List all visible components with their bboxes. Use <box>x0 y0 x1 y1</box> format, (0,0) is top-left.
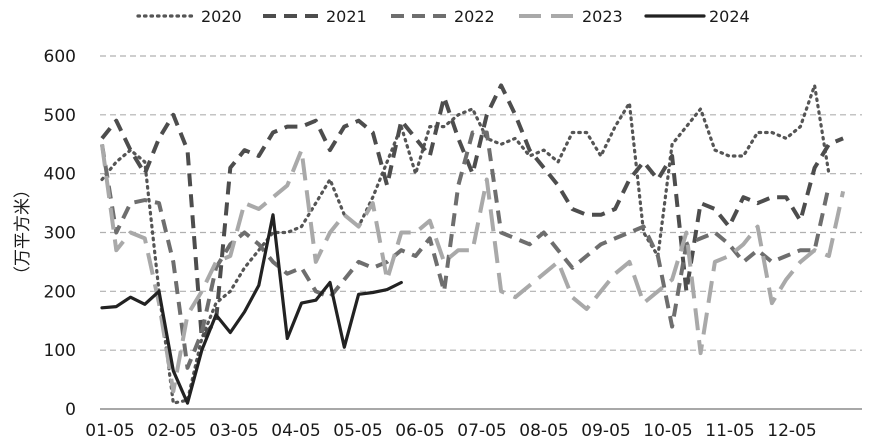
x-tick-label: 03-05 <box>209 421 258 441</box>
y-tick-label: 200 <box>44 282 76 302</box>
x-tick-label: 09-05 <box>581 421 630 441</box>
legend-label-2022: 2022 <box>454 7 495 26</box>
x-tick-label: 06-05 <box>395 421 444 441</box>
y-tick-label: 300 <box>44 224 76 244</box>
x-tick-label: 04-05 <box>271 421 320 441</box>
series-line-2023 <box>100 144 846 394</box>
x-tick-label: 08-05 <box>519 421 568 441</box>
y-tick-label: 500 <box>44 106 76 126</box>
x-tick-label: 12-05 <box>767 421 816 441</box>
series-line-2021 <box>100 83 844 341</box>
y-tick-label: 600 <box>44 47 76 67</box>
x-tick-label: 02-05 <box>147 421 196 441</box>
legend-label-2020: 2020 <box>201 7 242 26</box>
series-lines <box>100 83 846 405</box>
y-tick-label: 100 <box>44 341 76 361</box>
series-line-2022 <box>100 130 831 370</box>
x-tick-label: 05-05 <box>333 421 382 441</box>
axes: 0 100 200 300 400 500 600 01-05 02-05 03-05 04-05 0… <box>44 47 862 441</box>
series-line-2020 <box>100 83 831 405</box>
series-line-2024 <box>100 213 403 405</box>
legend: 2020 2021 2022 2023 2024 <box>136 7 750 26</box>
y-tick-label: 0 <box>65 400 76 420</box>
y-tick-label: 400 <box>44 165 76 185</box>
x-tick-label: 07-05 <box>457 421 506 441</box>
legend-label-2021: 2021 <box>326 7 367 26</box>
x-tick-label: 11-05 <box>705 421 754 441</box>
legend-label-2024: 2024 <box>709 7 750 26</box>
y-axis-title: （万平方米） <box>13 181 33 283</box>
x-tick-label: 01-05 <box>85 421 134 441</box>
x-tick-label: 10-05 <box>643 421 692 441</box>
legend-label-2023: 2023 <box>582 7 623 26</box>
gridlines <box>100 55 862 351</box>
